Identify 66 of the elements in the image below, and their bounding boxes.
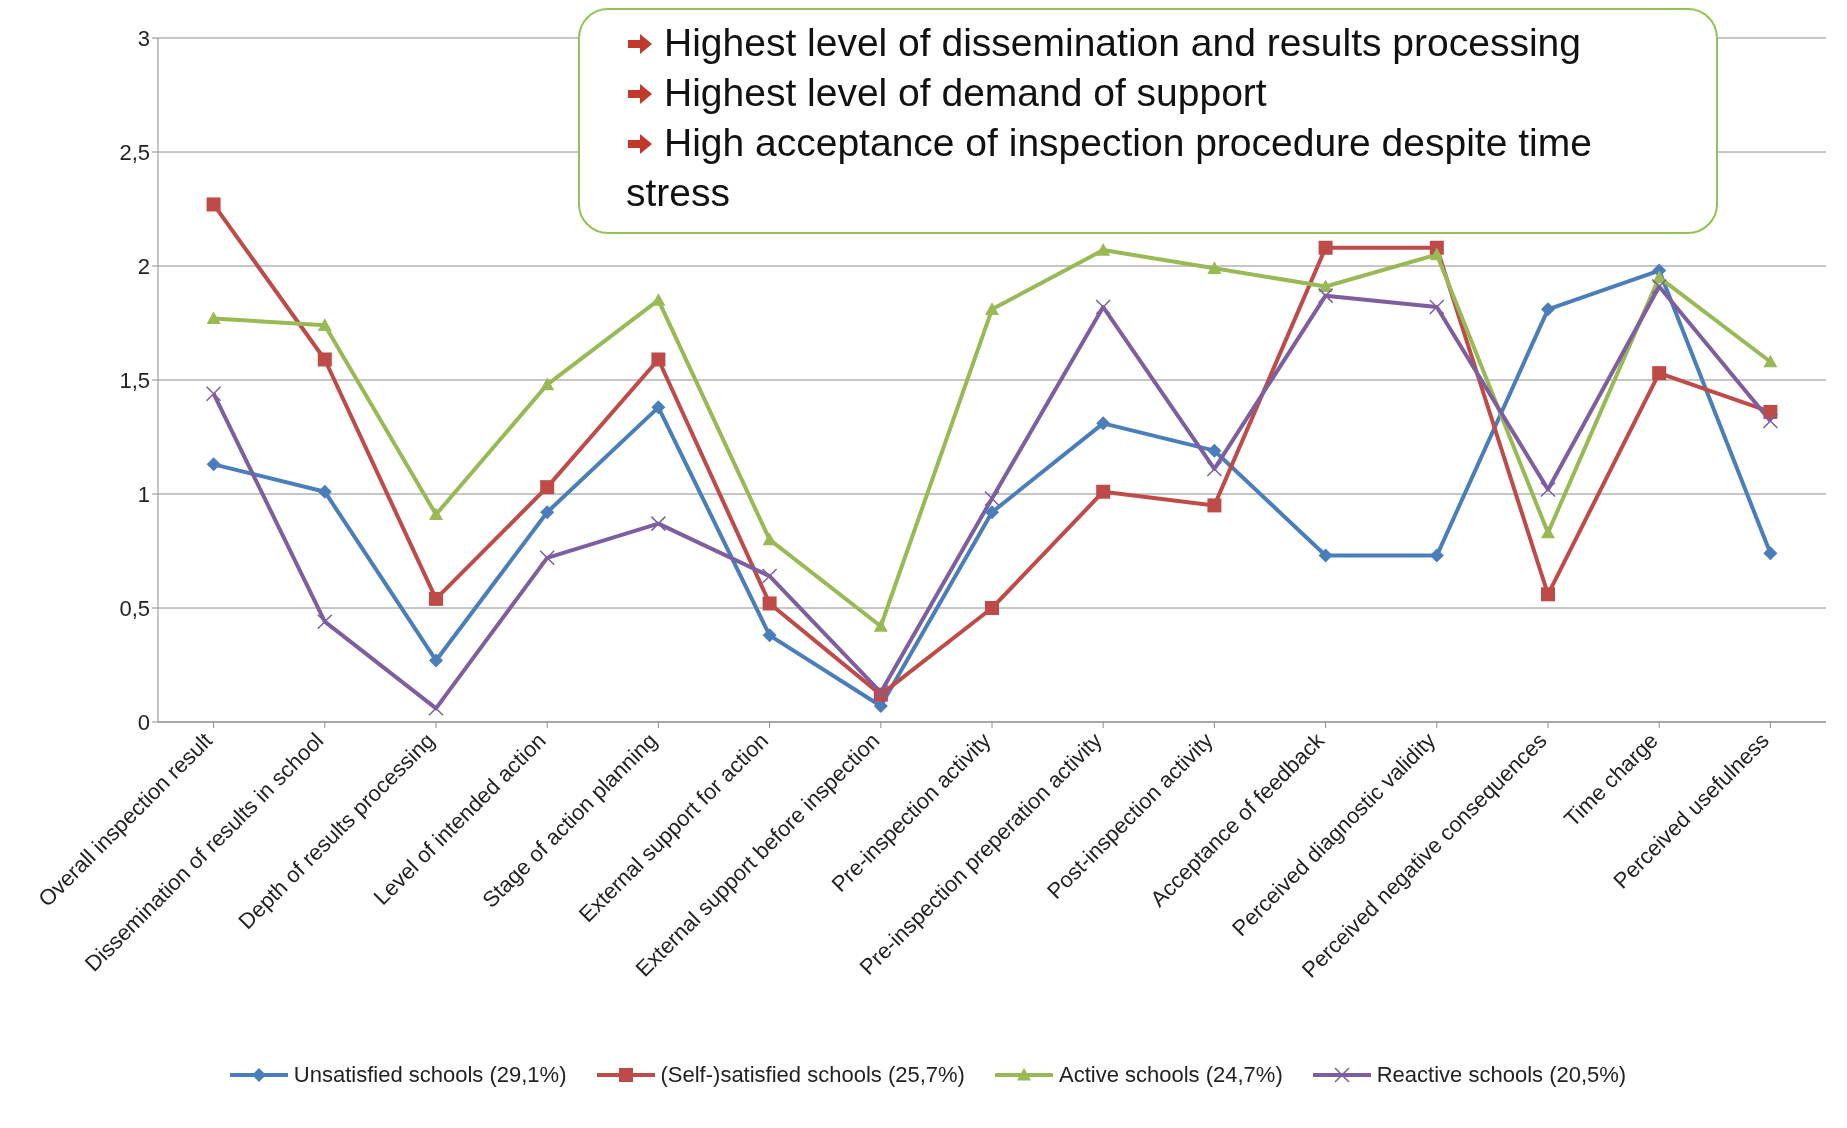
point xyxy=(539,550,555,566)
point xyxy=(873,699,888,714)
point xyxy=(1541,587,1555,602)
point xyxy=(873,619,888,632)
point xyxy=(1318,240,1333,255)
point xyxy=(1429,247,1444,261)
point xyxy=(985,505,999,520)
point xyxy=(206,457,221,472)
y-tick-label: 2,5 xyxy=(119,139,150,165)
legend-label: Active schools (24,7%) xyxy=(1058,1062,1283,1088)
y-tick-label: 0 xyxy=(137,709,150,735)
point xyxy=(762,532,777,546)
point xyxy=(1207,443,1222,458)
legend-label: Unsatisfied schools (29,1%) xyxy=(293,1062,567,1088)
y-tick-label: 0,5 xyxy=(119,595,150,621)
point xyxy=(540,377,555,391)
y-tick-label: 1 xyxy=(137,481,150,507)
y-tick-label: 1,5 xyxy=(119,367,150,393)
point xyxy=(651,400,666,415)
point xyxy=(1317,287,1334,304)
point xyxy=(985,601,999,615)
annotation: Highest level of demand of support xyxy=(664,71,1267,114)
point xyxy=(1206,461,1223,477)
point xyxy=(1318,548,1333,563)
point xyxy=(317,352,332,367)
point xyxy=(1763,354,1778,368)
point xyxy=(1429,548,1444,563)
point xyxy=(651,352,666,367)
point xyxy=(1540,481,1556,498)
point xyxy=(762,596,777,611)
point xyxy=(1096,416,1111,431)
point xyxy=(429,653,443,668)
point xyxy=(540,480,555,495)
point xyxy=(205,385,222,402)
point xyxy=(1541,302,1555,317)
point xyxy=(429,507,443,521)
point xyxy=(1096,484,1111,499)
point xyxy=(1762,413,1779,429)
point xyxy=(1541,525,1555,539)
callout-box: Highest level of dissemination and results processing Highest level of demand of support High acceptance of inspection procedure despite time stress xyxy=(578,8,1718,234)
point xyxy=(206,197,221,212)
point xyxy=(540,505,555,520)
annotation: Highest level of dissemination and results processing xyxy=(664,21,1581,64)
legend-label: Reactive schools (20,5%) xyxy=(1376,1062,1627,1088)
point xyxy=(1207,498,1222,513)
point xyxy=(206,311,221,325)
y-tick-label: 2 xyxy=(137,253,150,279)
legend-label: (Self-)satisfied schools (25,7%) xyxy=(660,1062,965,1088)
point xyxy=(1096,243,1111,256)
point xyxy=(761,568,778,584)
point xyxy=(651,293,666,306)
point xyxy=(1429,299,1445,315)
point xyxy=(1652,366,1667,381)
point xyxy=(317,613,333,630)
point xyxy=(317,484,332,499)
point xyxy=(1763,546,1778,561)
annotation: High acceptance of inspection procedure despite time stress xyxy=(626,121,1592,214)
point xyxy=(317,318,332,331)
point xyxy=(650,515,667,532)
point xyxy=(429,591,443,606)
point xyxy=(1763,404,1778,419)
point xyxy=(1207,261,1222,274)
y-tick-label: 3 xyxy=(137,25,150,51)
point xyxy=(762,628,777,643)
point xyxy=(984,490,1000,507)
point xyxy=(985,302,999,315)
